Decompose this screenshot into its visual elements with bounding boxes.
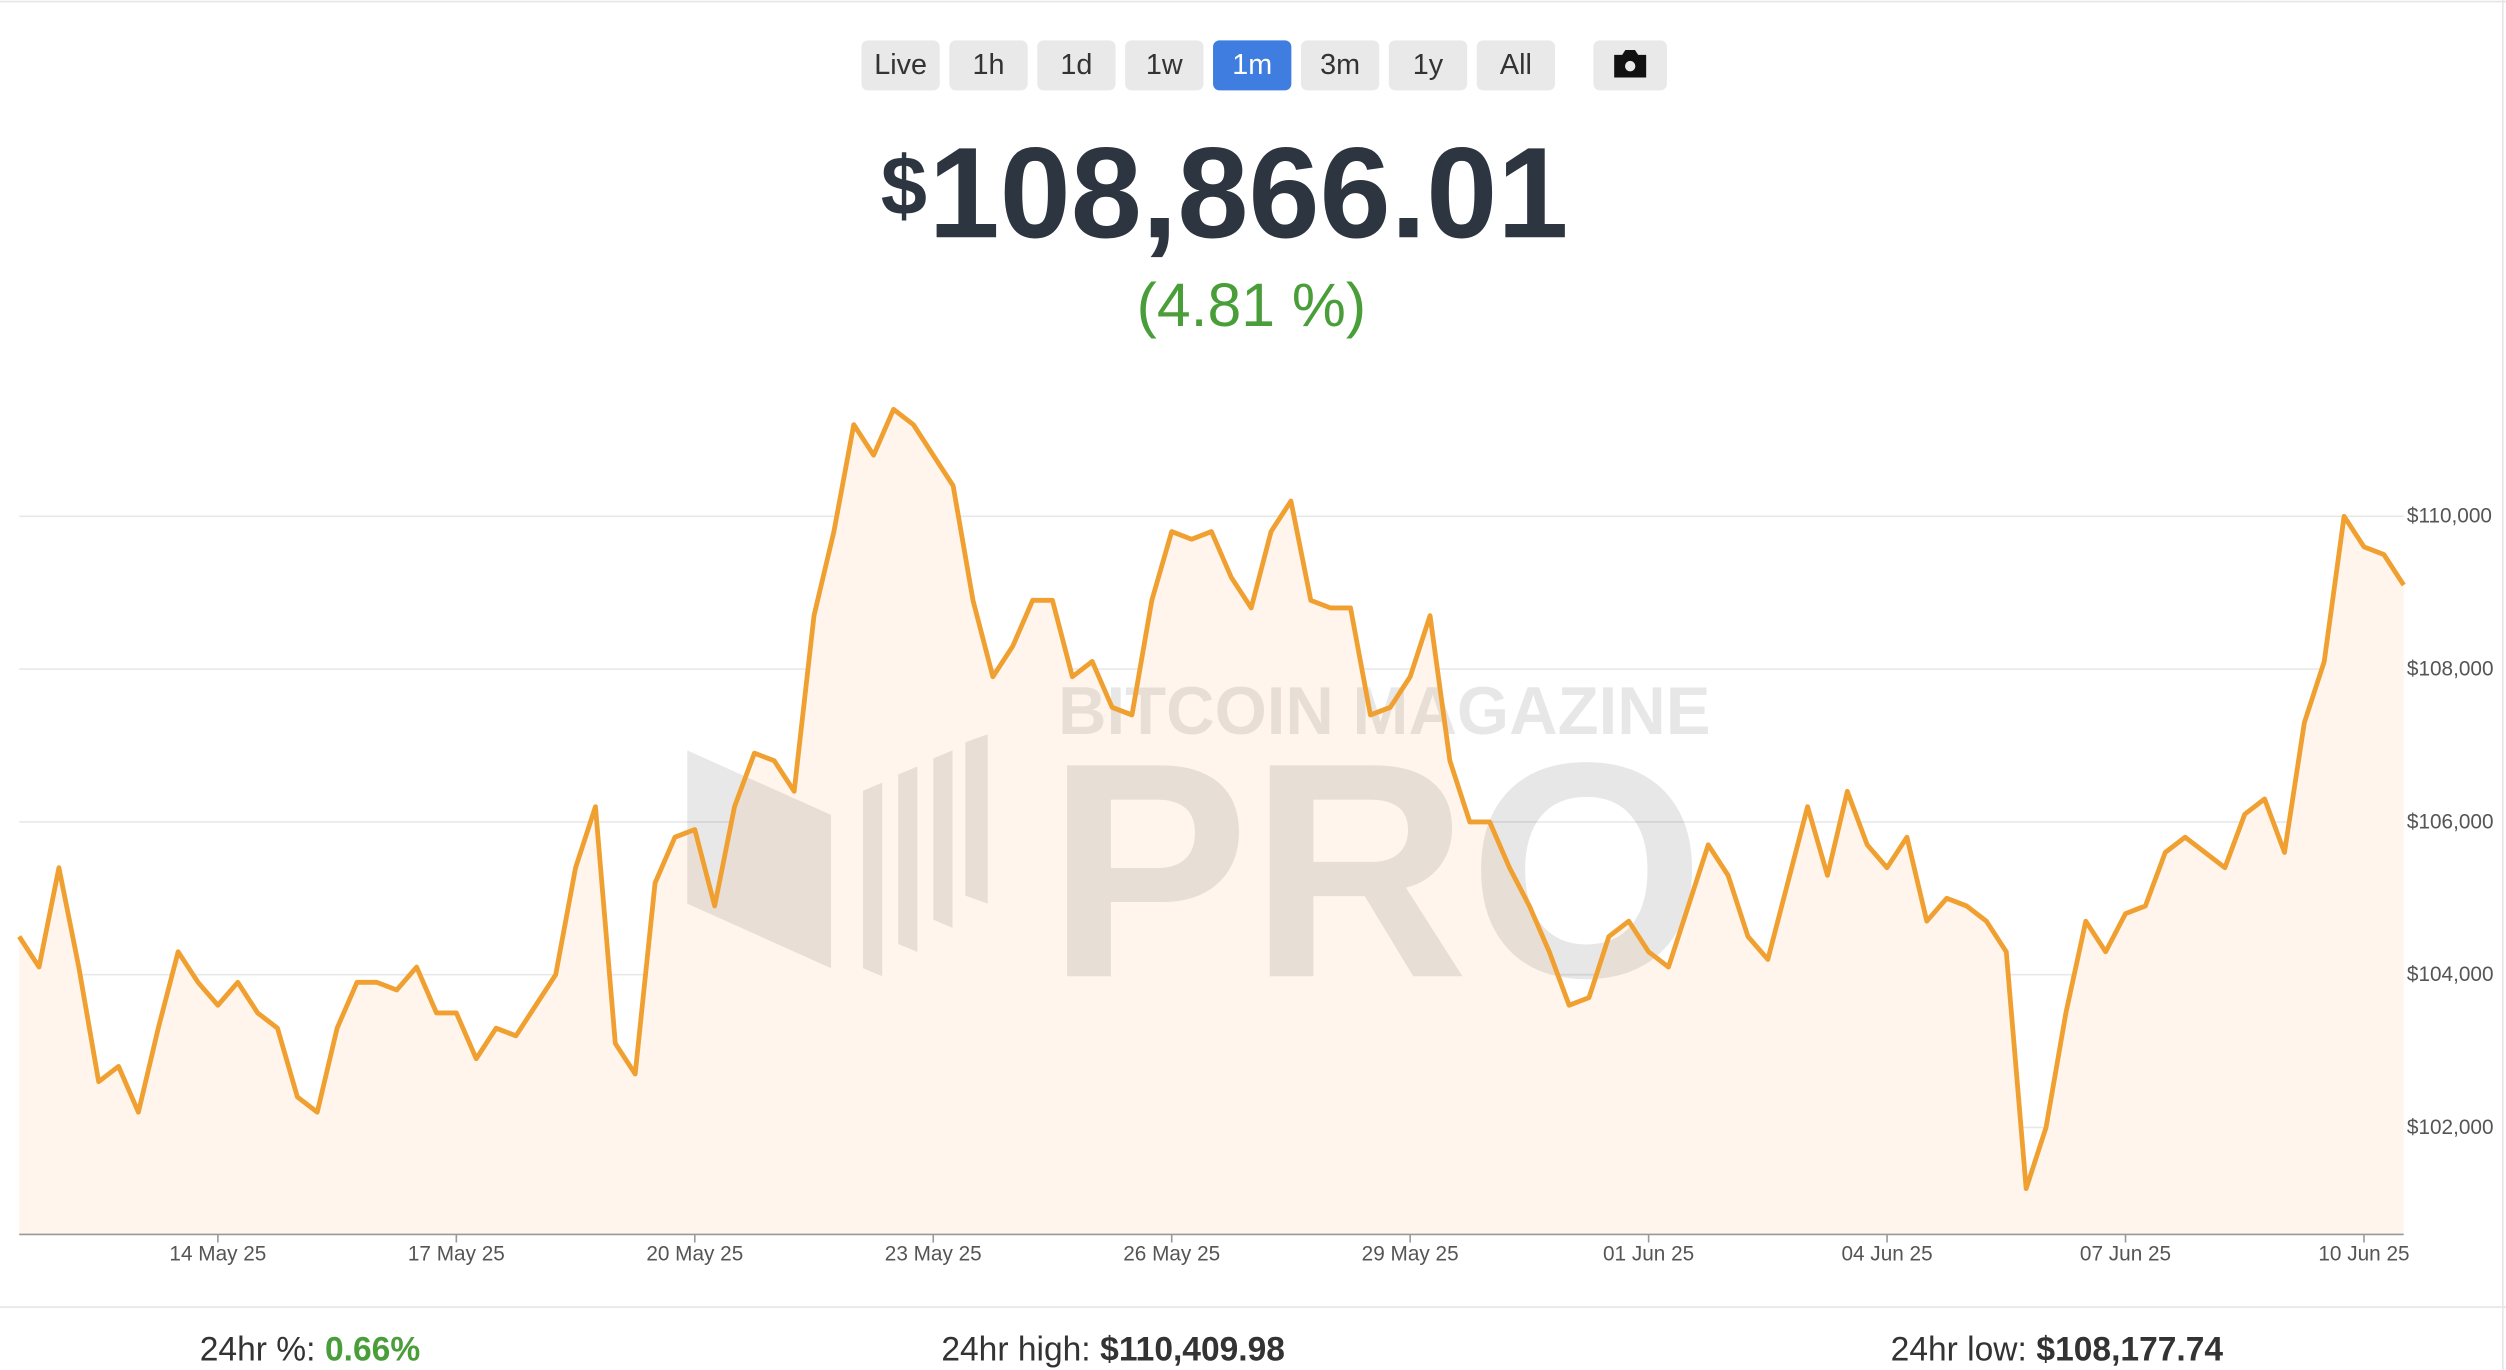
- stat-label: 24hr low:: [1891, 1330, 2027, 1368]
- stat-low: 24hr low: $108,177.74: [1891, 1330, 2224, 1368]
- price-change: (4.81 %): [1137, 271, 1366, 339]
- x-tick-label: 10 Jun 25: [2318, 1242, 2409, 1265]
- y-tick-label: $104,000: [2407, 963, 2494, 986]
- range-button[interactable]: 3m: [1300, 40, 1380, 91]
- range-button[interactable]: 1m: [1213, 40, 1292, 91]
- x-tick-label: 23 May 25: [885, 1242, 982, 1265]
- button-bg[interactable]: [1300, 40, 1380, 91]
- stat-pct: 24hr %: 0.66%: [200, 1330, 420, 1368]
- x-tick-label: 07 Jun 25: [2080, 1242, 2171, 1265]
- stat-value: $108,177.74: [2036, 1330, 2223, 1368]
- button-bg[interactable]: [1388, 40, 1468, 91]
- stat-value: 0.66%: [325, 1330, 420, 1368]
- x-tick-label: 29 May 25: [1362, 1242, 1459, 1265]
- screenshot-button[interactable]: [1593, 40, 1667, 91]
- stat-label: 24hr %:: [200, 1330, 316, 1368]
- range-button[interactable]: 1w: [1125, 40, 1204, 91]
- watermark-line2: PRO: [1047, 699, 1705, 1042]
- button-label[interactable]: Live: [874, 49, 927, 81]
- range-button[interactable]: All: [1476, 40, 1556, 91]
- watermark-logo: [687, 734, 988, 977]
- x-tick-label: 14 May 25: [169, 1242, 266, 1265]
- y-tick-label: $102,000: [2407, 1116, 2494, 1139]
- price-line: [17, 406, 2406, 1192]
- button-bg[interactable]: [1037, 40, 1116, 91]
- button-label[interactable]: 1y: [1413, 49, 1444, 81]
- button-bg[interactable]: [861, 40, 940, 91]
- button-bg[interactable]: [949, 40, 1028, 91]
- stat-high: 24hr high: $110,409.98: [941, 1330, 1285, 1368]
- y-tick-label: $108,000: [2407, 657, 2494, 680]
- y-tick-label: $110,000: [2407, 505, 2492, 528]
- range-button[interactable]: 1d: [1037, 40, 1116, 91]
- button-label[interactable]: 1d: [1060, 49, 1092, 81]
- area: [19, 409, 2404, 1235]
- x-tick-label: 20 May 25: [646, 1242, 743, 1265]
- button-label[interactable]: 3m: [1320, 49, 1360, 81]
- stat-label: 24hr high:: [941, 1330, 1090, 1368]
- button-bg[interactable]: [1476, 40, 1556, 91]
- range-button[interactable]: 1y: [1388, 40, 1468, 91]
- button-label[interactable]: 1m: [1232, 49, 1272, 81]
- stat-value: $110,409.98: [1100, 1330, 1285, 1368]
- button-label[interactable]: 1h: [973, 49, 1005, 81]
- chart: $102,000 $104,000 $106,000 $108,000 $110,000…: [19, 409, 2494, 1265]
- button-bg[interactable]: [1125, 40, 1204, 91]
- price-value: 108,866.01: [929, 122, 1569, 266]
- x-tick-label: 17 May 25: [408, 1242, 505, 1265]
- button-label[interactable]: 1w: [1146, 49, 1183, 81]
- y-tick-label: $106,000: [2407, 810, 2494, 833]
- range-button[interactable]: 1h: [949, 40, 1028, 91]
- range-button[interactable]: Live: [861, 40, 940, 91]
- x-tick-label: 01 Jun 25: [1603, 1242, 1694, 1265]
- x-tick-label: 04 Jun 25: [1841, 1242, 1932, 1265]
- currency-symbol: $: [881, 138, 927, 232]
- x-tick-label: 26 May 25: [1123, 1242, 1220, 1265]
- camera-lens[interactable]: [1622, 58, 1638, 74]
- button-bg[interactable]: [1213, 40, 1292, 91]
- button-label[interactable]: All: [1500, 49, 1532, 81]
